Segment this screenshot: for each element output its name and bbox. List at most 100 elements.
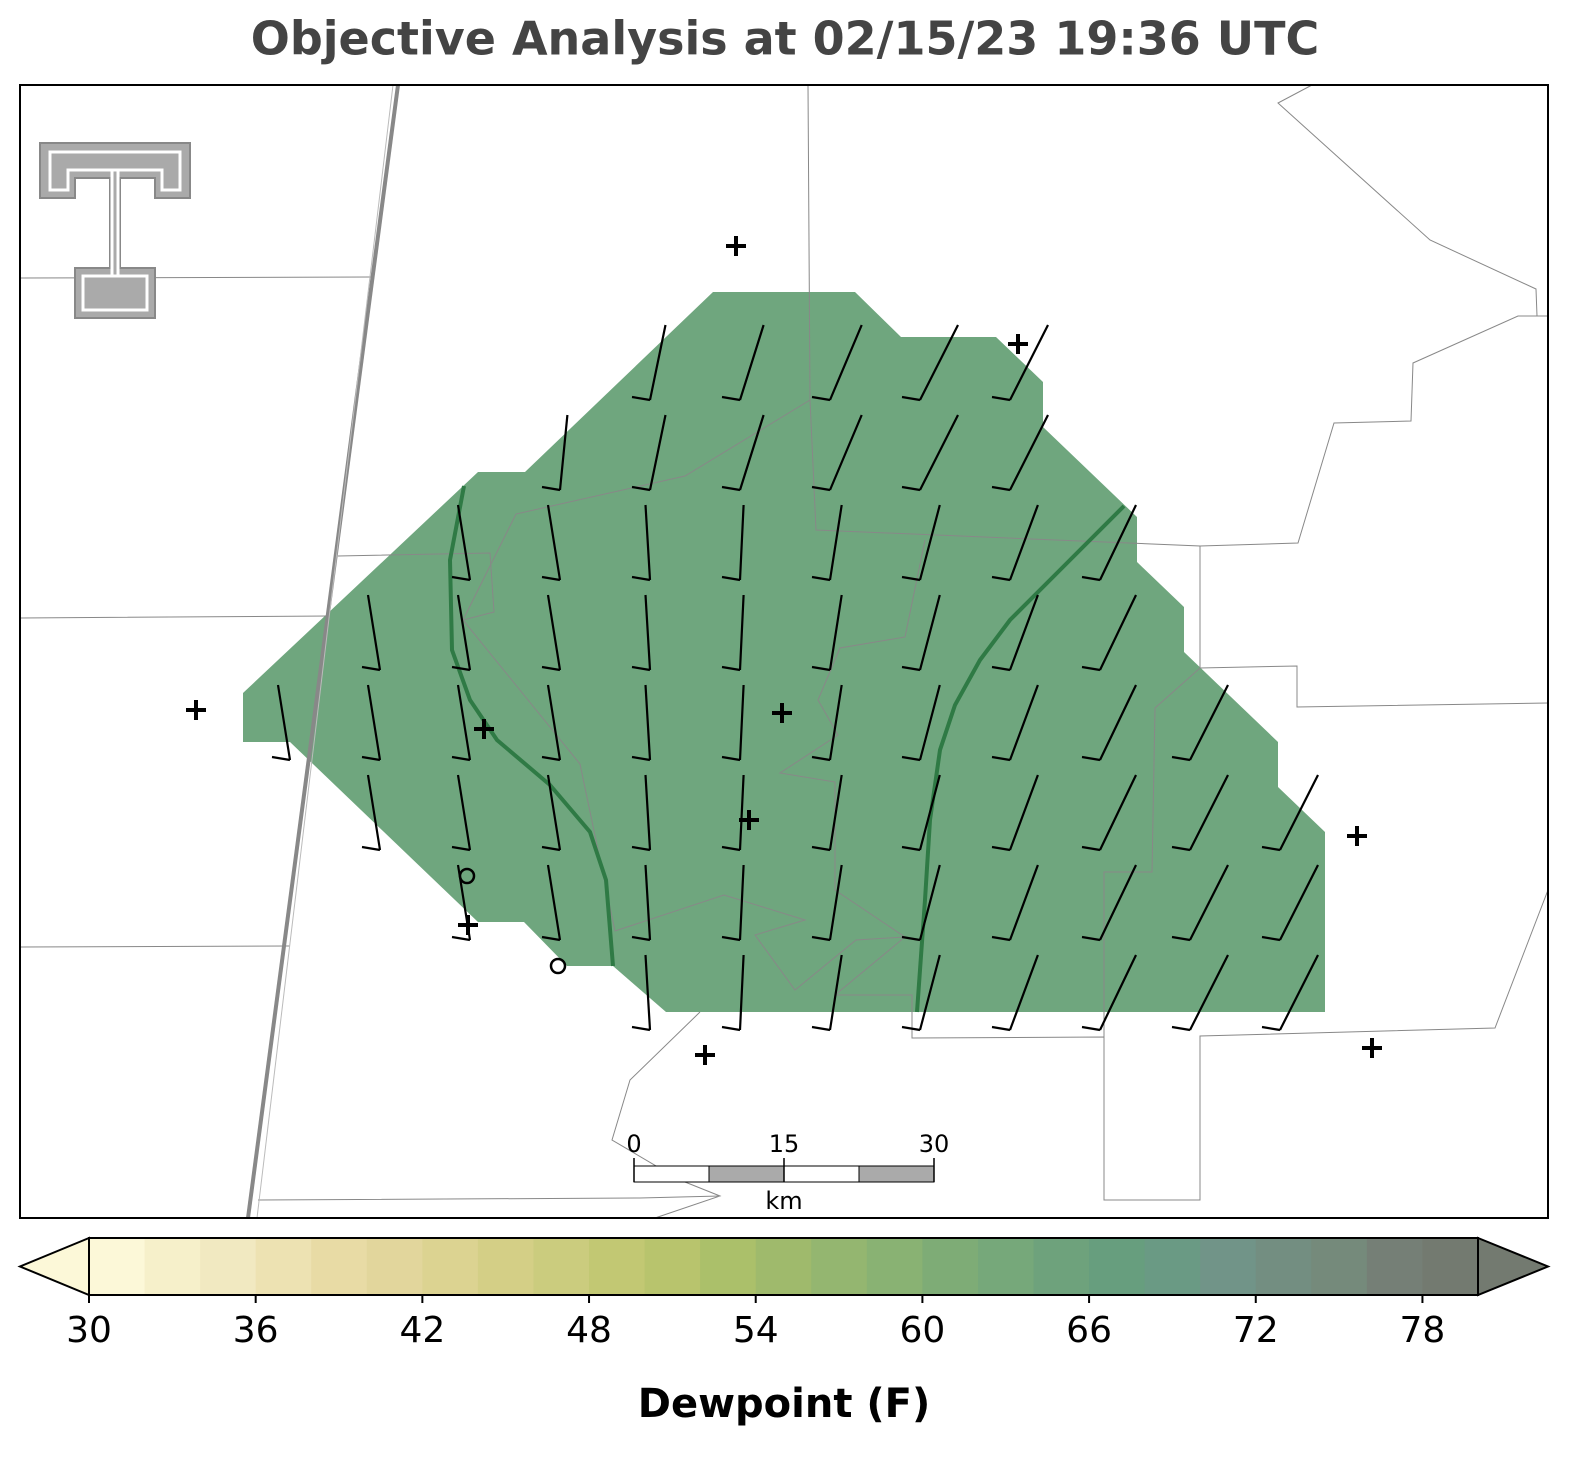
colorbar-extend-high [1477,1236,1551,1297]
wind-barb [901,504,941,582]
wind-barb [811,504,843,582]
wind-barb [1081,684,1137,762]
map-border [19,84,1549,1219]
colorbar-tick-label: 60 [899,1310,945,1351]
wind-barb [721,414,765,492]
wind-barb [1081,504,1137,582]
wind-barb [901,954,941,1032]
wind-barb [1171,954,1229,1032]
wind-barb [721,684,745,762]
wind-barb [811,324,863,402]
colorbar-segment [866,1238,923,1295]
colorbar-tick-label: 78 [1400,1310,1446,1351]
colorbar: 30 36 42 48 54 60 66 72 78 [17,1236,1551,1351]
colorbar-segment [311,1238,368,1295]
colorbar-segment [755,1238,812,1295]
colorbar-segment [144,1238,201,1295]
colorbar-segment [1200,1238,1257,1295]
map: 0 15 30 km [19,84,1549,1219]
dewpoint-contour [447,485,1126,1013]
dewpoint-fill [243,292,1325,1012]
wind-barb [811,864,843,942]
wind-barb [541,414,569,492]
scale-segment [633,1165,710,1183]
colorbar-segment [644,1238,701,1295]
scale-label: 0 [626,1130,641,1158]
colorbar-segment [89,1238,146,1295]
colorbar-tick-label: 72 [1233,1310,1279,1351]
wind-barb [541,504,562,582]
colorbar-segment [811,1238,868,1295]
colorbar-segment [1033,1238,1090,1295]
wind-barb [991,594,1039,672]
wind-barb [991,324,1049,402]
wind-barb [991,774,1039,852]
colorbar-segment [1311,1238,1368,1295]
scale-segment [858,1165,935,1183]
wind-barb [361,594,382,672]
colorbar-tick-label: 48 [566,1310,612,1351]
wind-barb [811,594,843,672]
wind-barb [721,954,745,1032]
wind-barb [901,774,941,852]
colorbar-segment [533,1238,590,1295]
wind-barb [1081,864,1137,942]
wind-barb [271,684,292,762]
scale-bar: 0 15 30 km [626,1130,949,1215]
wind-barb [811,954,843,1032]
scale-label: 15 [769,1130,800,1158]
scale-unit: km [765,1187,802,1215]
wind-barb [721,324,765,402]
wind-barb [1171,864,1229,942]
colorbar-segment [255,1238,312,1295]
wind-barb [901,594,941,672]
scale-segment [708,1165,785,1183]
colorbar-segment [1089,1238,1146,1295]
wind-barb [991,504,1039,582]
colorbar-segment [200,1238,257,1295]
colorbar-segment [589,1238,646,1295]
county-borders [19,84,1549,1219]
wind-barb [541,864,562,942]
wind-barb [631,774,652,852]
wind-barb [361,774,382,852]
wind-barb [451,774,472,852]
wind-barb [721,864,745,942]
colorbar-segment [422,1238,479,1295]
colorbar-label: Dewpoint (F) [638,1381,931,1427]
scale-segment [783,1165,860,1183]
title: Objective Analysis at 02/15/23 19:36 UTC [251,12,1320,66]
colorbar-segment [977,1238,1035,1295]
wind-barb [631,324,667,402]
wind-barb [1261,774,1319,852]
colorbar-tick-label: 66 [1066,1310,1112,1351]
wind-barb [991,414,1049,492]
wind-barb [631,954,652,1032]
wind-barb [631,504,652,582]
wind-barb [541,774,562,852]
colorbar-segment [700,1238,757,1295]
wind-barb [541,594,562,672]
wind-barb [1261,864,1319,942]
wind-barb [811,684,843,762]
colorbar-segment [922,1238,979,1295]
wind-barb [631,684,652,762]
colorbar-tick-label: 54 [733,1310,779,1351]
wind-barb [811,414,863,492]
wind-barb [991,684,1039,762]
wind-barb [631,414,667,492]
wind-barbs [271,324,1319,1032]
colorbar-tick-label: 36 [233,1310,279,1351]
wind-barb [901,414,959,492]
wind-barb [1081,594,1137,672]
state-border [246,84,400,1219]
wind-barb [541,684,562,762]
station-markers [186,236,1382,1065]
wind-barb [451,684,472,762]
wind-barb [901,324,959,402]
wind-barb [811,774,843,852]
wind-barb [451,594,472,672]
colorbar-segment [1366,1238,1423,1295]
wind-barb [631,594,652,672]
